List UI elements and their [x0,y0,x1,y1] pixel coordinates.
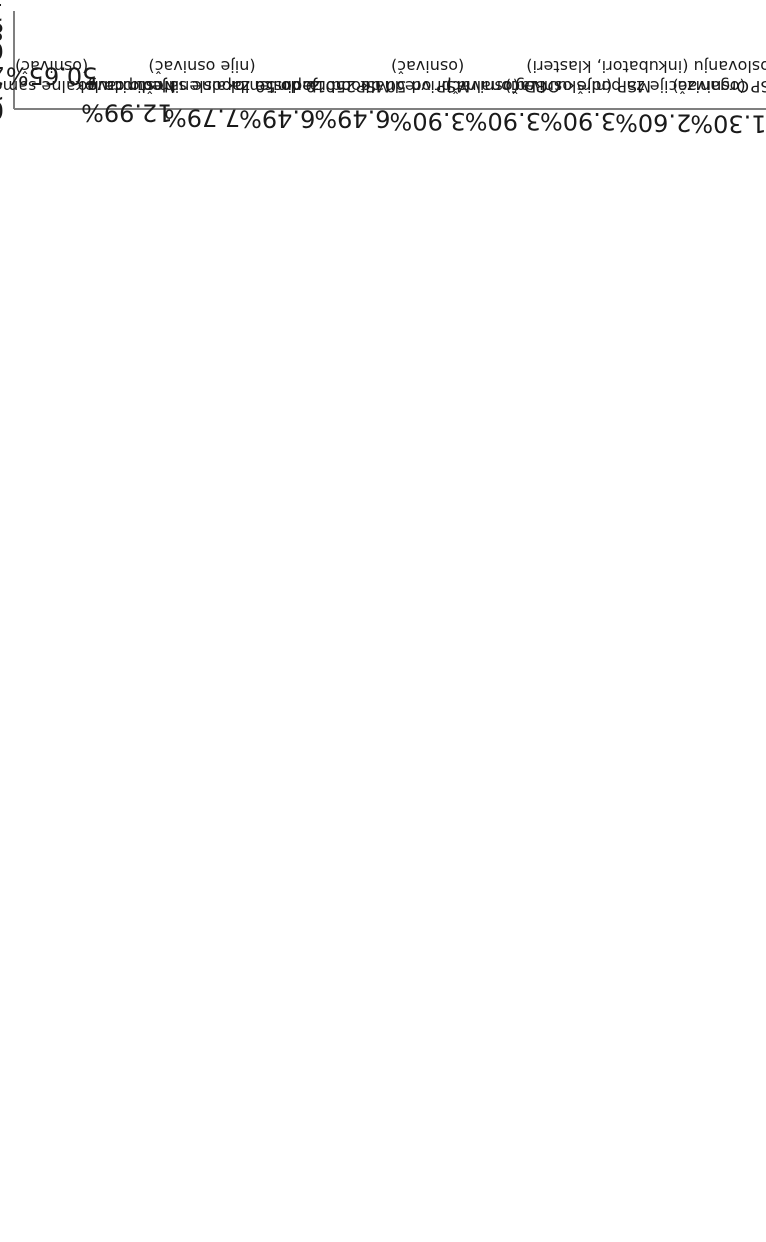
y-tick-label: 0% [0,96,4,124]
category-label-line: MSP (osnivač) [672,77,766,96]
category-label: Jedinica lokalne samouprave(osnivač) [0,57,167,96]
data-label: 7.79% [164,103,240,131]
category-label: Jedinica lokalne samouprave(nije osnivač… [87,57,317,96]
y-tick-label: 40% [0,57,4,85]
data-label: 2.60% [615,108,691,136]
category-label-line: MSP od 10 do 50 zaposlenih [165,77,390,96]
axes [13,11,766,110]
data-label: 6.49% [239,105,315,133]
data-label: 3.90% [465,107,541,135]
labels: 0%20%40%60%80%100% 50.65%Jedinica lokalne… [0,0,766,138]
data-label: 6.49% [314,105,390,133]
data-label: 3.90% [540,107,616,135]
category-label-line: MSP (nije osnivač) [505,77,651,96]
category-label: MSP od 10 do 50 zaposlenih [165,77,390,96]
category-label-line: Organizacije za podršku [557,77,748,96]
category-label-line: Nešto drugo [78,77,176,96]
data-label: 3.90% [389,107,465,135]
category-label-line: MSP od 50 do 250 zaposlenih [235,77,470,96]
category-label: Nešto drugo [78,77,176,96]
category-label-line: Regionalna privredna komora [309,77,545,96]
category-label-line: poslovanju (inkubatori, klasteri) [526,57,766,76]
category-label-line: (nije osnivač) [148,57,255,76]
category-label-line: OCD (osnivač) [446,77,560,96]
category-label: MSP (osnivač) [672,77,766,96]
y-tick-label: 20% [0,76,4,104]
category-label-line: Jedinica lokalne samouprave [87,77,317,96]
data-label: 12.99% [81,98,173,126]
rotated-chart-group: 0%20%40%60%80%100% 50.65%Jedinica lokalne… [0,0,766,138]
category-label-line: (osnivač) [15,57,88,76]
data-label: 1.30% [690,110,766,138]
category-label: MSP od 50 do 250 zaposlenih [235,77,470,96]
category-label: MSP (nije osnivač) [505,77,651,96]
y-tick-label: 80% [0,18,4,46]
data-label: 50.65% [6,61,98,89]
category-label: Regionalna privredna komora(osnivač) [309,57,545,96]
y-tick-label: 100% [0,0,4,26]
category-label-line: Jedinica lokalne samouprave [0,77,167,96]
y-tick-label: 60% [0,37,4,65]
category-label-line: (osnivač) [391,57,464,76]
category-label: OCD (osnivač) [446,77,560,96]
category-label: Organizacije za podrškuposlovanju (inkub… [526,57,766,96]
gridlines [14,10,766,91]
